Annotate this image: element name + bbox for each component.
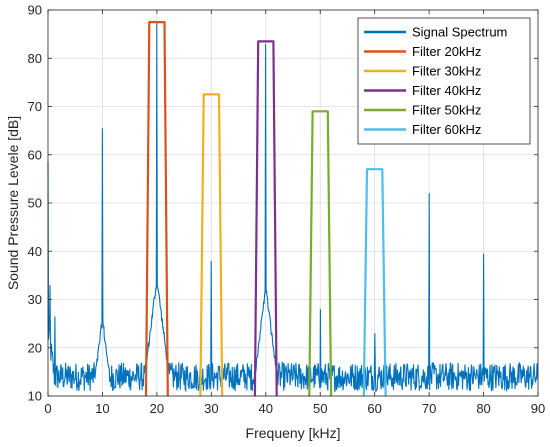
y-tick-label: 70 — [28, 99, 42, 114]
y-tick-label: 60 — [28, 147, 42, 162]
legend-entry-filter-40khz: Filter 40kHz — [364, 83, 481, 98]
x-tick-label: 40 — [259, 401, 273, 416]
y-tick-label: 40 — [28, 244, 42, 259]
series-filter-60khz — [362, 168, 387, 397]
legend-label-signal: Signal Spectrum — [412, 25, 507, 40]
x-tick-label: 80 — [476, 401, 490, 416]
legend-box — [357, 17, 531, 145]
y-tick-label: 50 — [28, 196, 42, 211]
x-tick-label: 10 — [95, 401, 109, 416]
x-tick-label: 30 — [204, 401, 218, 416]
x-tick-label: 0 — [44, 401, 51, 416]
x-tick-label: 50 — [313, 401, 327, 416]
x-tick-label: 60 — [367, 401, 381, 416]
legend-entry-signal: Signal Spectrum — [364, 25, 507, 40]
y-tick-label: 10 — [28, 389, 42, 404]
legend: Signal Spectrum Filter 20kHz Filter 30kH… — [357, 17, 531, 145]
legend-label-filter-50khz: Filter 50kHz — [412, 103, 481, 118]
legend-entry-filter-50khz: Filter 50kHz — [364, 103, 481, 118]
legend-entry-filter-30khz: Filter 30kHz — [364, 64, 481, 79]
x-tick-label: 90 — [531, 401, 545, 416]
legend-label-filter-60khz: Filter 60kHz — [412, 122, 481, 137]
y-tick-label: 90 — [28, 3, 42, 18]
y-tick-label: 30 — [28, 292, 42, 307]
plot-layer — [47, 21, 539, 397]
series-filter-40khz — [253, 40, 278, 397]
series-signal-spectrum — [47, 22, 539, 393]
x-tick-label: 20 — [150, 401, 164, 416]
legend-label-filter-30khz: Filter 30kHz — [412, 64, 481, 79]
series-filter-30khz — [199, 93, 224, 397]
legend-label-filter-40khz: Filter 40kHz — [412, 83, 481, 98]
y-axis-title: Sound Pressure Levele [dB] — [5, 116, 21, 290]
series-filter-50khz — [308, 110, 333, 397]
legend-entry-filter-20khz: Filter 20kHz — [364, 44, 481, 59]
legend-entry-filter-60khz: Filter 60kHz — [364, 122, 481, 137]
series-filter-20khz — [144, 21, 169, 397]
x-axis-title: Frequeny [kHz] — [246, 425, 341, 441]
y-tick-label: 20 — [28, 340, 42, 355]
x-tick-label: 70 — [422, 401, 436, 416]
legend-label-filter-20khz: Filter 20kHz — [412, 44, 481, 59]
y-tick-label: 80 — [28, 51, 42, 66]
